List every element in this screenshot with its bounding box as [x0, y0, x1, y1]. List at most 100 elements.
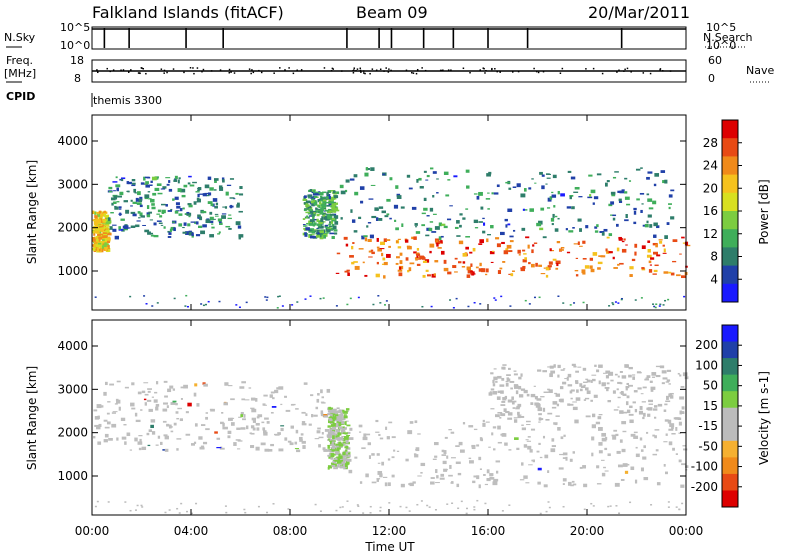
power-cell: [487, 234, 491, 236]
power-cell: [156, 183, 162, 187]
velocity-cell: [274, 389, 279, 394]
velocity-cell: [556, 403, 560, 407]
power-cell: [379, 248, 385, 250]
velocity-cell: [679, 374, 682, 377]
velocity-cell: [619, 370, 623, 373]
power-cell: [629, 266, 634, 270]
power-cell: [207, 176, 212, 180]
power-cell: [416, 254, 419, 258]
power-cell: [194, 221, 198, 224]
power-cell: [332, 190, 336, 194]
power-cell: [432, 171, 437, 174]
velocity-cell: [518, 376, 522, 380]
velocity-cell: [506, 377, 509, 380]
power-cell: [672, 239, 678, 243]
velocity-cell: [262, 403, 266, 406]
power-cell: [452, 265, 457, 269]
nave-dot: [127, 71, 130, 73]
power-clutter-cell: [379, 302, 382, 304]
velocity-cell: [552, 401, 558, 405]
power-cell: [653, 222, 658, 227]
velocity-cell: [612, 390, 616, 394]
velocity-cell: [620, 478, 625, 481]
power-cell: [453, 175, 458, 178]
velocity-cell: [333, 424, 336, 427]
velocity-cell: [339, 438, 344, 441]
power-cell: [331, 206, 335, 211]
velocity-cell: [616, 450, 621, 454]
power-cell: [330, 218, 335, 221]
power-cell: [302, 224, 306, 226]
velocity-clutter-cell: [434, 509, 437, 511]
velocity-cell: [538, 421, 541, 423]
power-cell: [647, 248, 651, 253]
power-cell: [199, 193, 205, 195]
power-colorbar-tick-label: 24: [703, 159, 718, 173]
velocity-cell: [400, 483, 405, 488]
velocity-cell: [94, 416, 100, 420]
power-clutter-cell: [202, 304, 205, 307]
velocity-cell: [331, 417, 335, 422]
power-cell: [180, 188, 186, 193]
power-cell: [381, 210, 387, 214]
velocity-cell: [580, 385, 586, 388]
power-clutter-cell: [278, 295, 281, 297]
velocity-cell: [123, 424, 127, 426]
power-clutter-cell: [612, 303, 615, 306]
velocity-cell: [632, 374, 636, 376]
velocity-cell: [153, 399, 158, 403]
velocity-cell: [624, 463, 630, 466]
power-cell: [597, 261, 603, 265]
velocity-cell: [473, 428, 478, 431]
power-cell: [94, 224, 98, 226]
power-cell: [523, 253, 527, 255]
velocity-cell: [510, 387, 513, 390]
velocity-cell: [320, 412, 324, 417]
power-cell: [471, 274, 475, 276]
power-cell: [621, 189, 625, 192]
power-cell: [322, 200, 327, 204]
power-cell: [104, 227, 109, 229]
velocity-cell: [354, 456, 358, 459]
velocity-cell: [237, 448, 241, 450]
velocity-cell: [625, 364, 629, 368]
power-cell: [527, 244, 530, 249]
velocity-cell: [320, 389, 323, 394]
power-cell: [541, 174, 545, 177]
velocity-cell: [257, 414, 263, 418]
power-cell: [652, 242, 658, 246]
velocity-cell: [495, 414, 499, 417]
power-cell: [397, 269, 403, 272]
velocity-cell: [349, 427, 353, 431]
power-cell: [211, 226, 215, 229]
velocity-cell: [478, 456, 482, 461]
power-cell: [144, 183, 149, 186]
power-cell: [389, 177, 393, 181]
power-clutter-cell: [449, 299, 452, 301]
power-cell: [628, 180, 632, 182]
velocity-cell: [651, 372, 657, 376]
power-cell: [195, 234, 201, 237]
velocity-cell: [512, 407, 516, 409]
power-cell: [197, 188, 200, 190]
velocity-cell: [124, 386, 129, 389]
nave-dot: [649, 72, 652, 75]
power-cell: [572, 227, 575, 229]
velocity-cell: [596, 369, 600, 373]
velocity-cell: [417, 475, 422, 477]
power-cell: [409, 262, 415, 265]
power-cell: [186, 211, 190, 214]
power-cell: [311, 215, 315, 217]
power-cell: [94, 211, 97, 215]
power-cell: [522, 208, 525, 211]
velocity-cell: [202, 382, 206, 385]
power-cell: [604, 182, 608, 187]
velocity-clutter-cell: [547, 501, 550, 503]
velocity-cell: [626, 409, 631, 414]
velocity-cell: [610, 379, 614, 382]
velocity-cell: [495, 381, 498, 383]
velocity-cell: [643, 412, 646, 417]
power-clutter-cell: [151, 305, 154, 307]
power-cell: [646, 176, 650, 180]
velocity-cell: [598, 414, 603, 416]
